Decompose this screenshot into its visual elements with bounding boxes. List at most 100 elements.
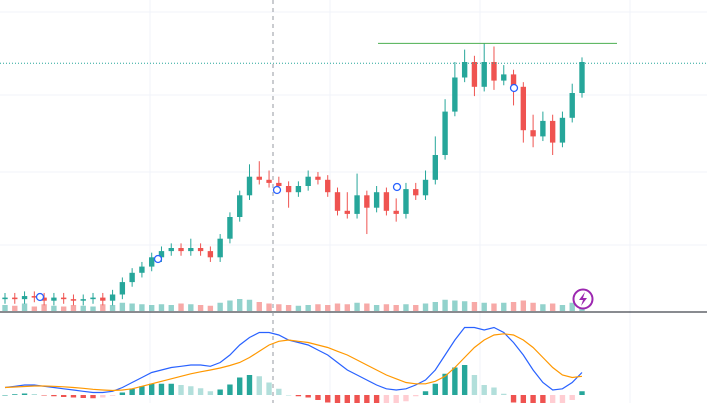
event-marker[interactable] xyxy=(509,83,519,93)
volume-bar xyxy=(41,304,47,311)
volume-bar xyxy=(285,305,292,311)
candle-body xyxy=(80,299,86,301)
volume-bar xyxy=(461,301,468,311)
candle-body xyxy=(21,296,28,300)
candle-body xyxy=(413,189,419,196)
volume-bar xyxy=(266,303,272,311)
candle-body xyxy=(41,297,47,301)
volume-bar xyxy=(305,305,311,311)
candle-body xyxy=(569,93,575,118)
macd-histogram-bar xyxy=(442,373,448,395)
macd-histogram-bar xyxy=(491,387,497,395)
volume-bar xyxy=(80,305,86,311)
macd-histogram-bar xyxy=(354,395,360,403)
volume-bar xyxy=(12,305,18,311)
candle-body xyxy=(129,272,135,283)
macd-histogram-bar xyxy=(237,377,243,395)
candle-body xyxy=(100,297,106,301)
volume-bar xyxy=(158,304,165,311)
candle-body xyxy=(178,248,184,252)
volume-bar xyxy=(31,306,38,311)
volume-pane xyxy=(2,299,585,311)
macd-histogram-bar xyxy=(325,395,331,403)
macd-histogram-bar xyxy=(51,395,57,397)
macd-histogram-bar xyxy=(188,386,194,395)
macd-histogram-bar xyxy=(168,383,174,395)
candle-body xyxy=(295,186,302,193)
macd-histogram-bar xyxy=(540,395,546,403)
macd-histogram-bar xyxy=(383,395,390,403)
candle-body xyxy=(481,62,487,87)
macd-line xyxy=(4,326,583,394)
event-marker[interactable] xyxy=(392,182,402,192)
macd-histogram-bar xyxy=(530,395,536,403)
volume-bar xyxy=(354,302,360,311)
lightning-icon[interactable] xyxy=(572,288,594,310)
candle-body xyxy=(158,251,165,258)
candle-body xyxy=(432,155,438,180)
macd-histogram-bar xyxy=(256,376,262,395)
event-marker[interactable] xyxy=(153,254,163,264)
macd-histogram-bar xyxy=(70,395,77,398)
macd-histogram-bar xyxy=(452,367,458,395)
volume-bar xyxy=(188,304,194,311)
candle-body xyxy=(422,179,429,196)
candle-body xyxy=(354,195,360,214)
volume-bar xyxy=(246,299,253,311)
macd-histogram-bar xyxy=(41,395,47,396)
volume-bar xyxy=(168,305,174,311)
volume-bar xyxy=(256,302,262,311)
event-marker[interactable] xyxy=(272,185,282,195)
candle-body xyxy=(266,179,272,183)
volume-bar xyxy=(540,304,546,311)
candle-body xyxy=(549,120,556,143)
macd-histogram-bar xyxy=(21,393,28,395)
macd-histogram-bar xyxy=(501,393,507,395)
volume-bar xyxy=(2,305,8,311)
candle-body xyxy=(305,176,311,186)
macd-histogram-bar xyxy=(178,385,184,395)
macd-histogram-bar xyxy=(100,395,106,398)
volume-bar xyxy=(481,302,487,311)
candle-body xyxy=(403,189,409,214)
candle-body xyxy=(510,74,517,87)
volume-bar xyxy=(129,303,135,311)
volume-bar xyxy=(403,304,409,311)
volume-bar xyxy=(364,303,370,311)
candle-body xyxy=(227,217,233,239)
macd-histogram-bar xyxy=(129,388,135,395)
event-markers xyxy=(35,83,519,302)
icon-bolt xyxy=(579,292,587,306)
volume-bar xyxy=(559,305,566,311)
volume-bar xyxy=(178,303,184,311)
volume-bar xyxy=(432,302,438,311)
candle-body xyxy=(246,176,253,196)
candle-body xyxy=(334,192,341,211)
candle-body xyxy=(540,120,546,137)
volume-bar xyxy=(383,304,390,311)
candle-body xyxy=(373,192,380,208)
macd-histogram-bar xyxy=(413,395,419,397)
macd-histogram-bar xyxy=(246,375,253,395)
event-marker[interactable] xyxy=(35,292,45,302)
volume-bar xyxy=(109,305,116,311)
candle-body xyxy=(491,62,497,81)
volume-bar xyxy=(373,305,380,311)
candle-body xyxy=(393,210,399,214)
candle-body xyxy=(60,297,67,300)
macd-histogram-bar xyxy=(119,392,126,395)
volume-bar xyxy=(207,305,214,311)
macd-histogram-bar xyxy=(276,388,282,395)
price-pane xyxy=(0,42,707,306)
macd-histogram-bar xyxy=(481,385,487,395)
volume-bar xyxy=(315,304,321,311)
candle-body xyxy=(31,296,38,298)
macd-histogram-bar xyxy=(60,395,67,397)
macd-histogram-bar xyxy=(217,389,223,395)
volume-bar xyxy=(139,304,145,311)
volume-bar xyxy=(530,302,536,311)
volume-bar xyxy=(413,305,419,311)
candle-body xyxy=(325,179,331,193)
volume-bar xyxy=(119,302,126,311)
volume-bar xyxy=(344,304,350,311)
